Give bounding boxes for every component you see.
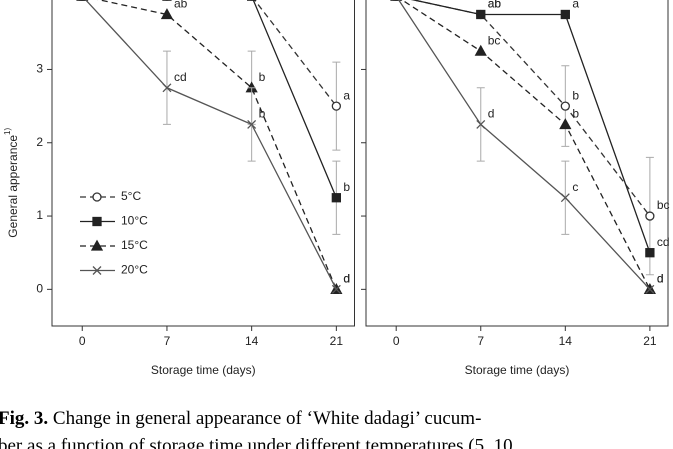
significance-letter: d	[343, 272, 350, 286]
y-tick-label: 1	[36, 208, 43, 222]
legend-label: 20°C	[121, 263, 148, 277]
plot-frame	[51, 0, 355, 327]
significance-letter: d	[657, 272, 664, 286]
significance-letter: d	[488, 107, 495, 121]
x-tick-label: 0	[79, 334, 86, 348]
x-axis-label: Storage time (days)	[151, 363, 256, 377]
x-tick-label: 7	[164, 334, 171, 348]
marker	[162, 83, 172, 93]
legend-label: 15°C	[121, 238, 148, 252]
x-tick-label: 21	[643, 334, 657, 348]
x-tick-label: 7	[477, 334, 484, 348]
significance-letter: b	[259, 107, 266, 121]
series-line	[410, 0, 651, 217]
caption-line: ber as a function of storage time under …	[0, 435, 517, 449]
significance-letter: ab	[488, 0, 502, 11]
series-line	[397, 0, 651, 290]
y-axis-label: General apperance1)	[3, 127, 20, 237]
marker	[645, 211, 655, 221]
significance-letter: cd	[174, 70, 187, 84]
marker	[645, 284, 655, 294]
series-line	[252, 0, 337, 198]
marker	[247, 119, 257, 129]
marker	[331, 193, 342, 203]
panel: 0 7 14 21 0 1 2 3 4 Storage time (days) General ap…	[3, 0, 355, 377]
y-tick-label: 0	[36, 282, 43, 296]
significance-letter: ab	[174, 0, 188, 11]
marker	[474, 44, 487, 56]
significance-letter: b	[572, 107, 579, 121]
significance-letter: d	[343, 272, 350, 286]
significance-letter: c	[572, 180, 578, 194]
caption-label: Fig. 3.	[0, 408, 48, 429]
marker	[476, 9, 486, 20]
marker	[560, 9, 570, 20]
series-line	[84, 0, 337, 290]
legend-marker	[92, 266, 102, 275]
significance-letter: b	[343, 180, 350, 194]
legend-marker	[90, 239, 104, 251]
caption-line: Fig. 3. Change in general appearance of …	[0, 408, 481, 429]
significance-letter: b	[572, 88, 579, 102]
significance-letter: bc	[488, 33, 501, 47]
significance-letter: a	[572, 0, 579, 11]
significance-letter: ab	[488, 0, 502, 11]
y-axis-label-note: 1)	[3, 127, 12, 134]
legend-marker	[92, 216, 102, 227]
marker	[160, 8, 174, 20]
x-tick-label: 0	[393, 334, 400, 348]
significance-letter: d	[657, 272, 664, 286]
legend-label: 5°C	[121, 189, 141, 203]
significance-letter: bc	[657, 198, 670, 212]
significance-letter: cd	[657, 235, 670, 249]
y-axis-label-text: General apperance	[6, 135, 20, 238]
marker	[331, 101, 342, 111]
series-line	[400, 0, 651, 290]
x-axis-label: Storage time (days)	[465, 363, 570, 377]
series-line	[96, 0, 337, 290]
y-tick-label: 4	[36, 0, 43, 2]
marker	[559, 118, 572, 130]
legend-marker	[92, 192, 102, 202]
marker	[560, 193, 570, 203]
y-tick-label: 3	[36, 62, 43, 76]
marker	[476, 119, 486, 129]
caption-text: Change in general appearance of ‘White d…	[48, 408, 481, 429]
legend-label: 10°C	[121, 214, 148, 228]
marker	[560, 101, 570, 111]
x-tick-label: 14	[245, 334, 259, 348]
series-line	[410, 0, 651, 253]
marker	[331, 284, 341, 294]
plot-frame	[365, 0, 669, 327]
x-tick-label: 14	[559, 334, 573, 348]
marker	[645, 248, 655, 258]
significance-letter: b	[259, 70, 266, 84]
series-line	[253, 0, 337, 107]
significance-letter: a	[343, 88, 350, 102]
x-tick-label: 21	[330, 334, 344, 348]
y-tick-label: 2	[36, 135, 43, 149]
